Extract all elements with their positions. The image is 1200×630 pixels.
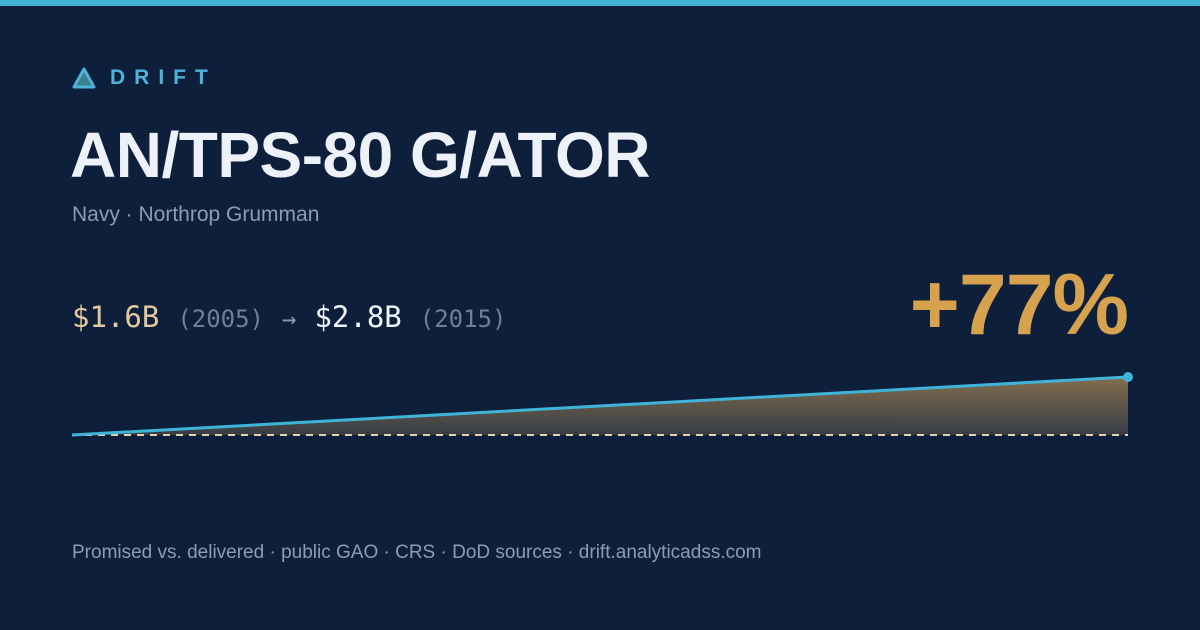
line <box>71 375 1129 437</box>
brand-logo <box>72 67 96 89</box>
end-year: (2015) <box>419 305 507 333</box>
value-summary: $1.6B (2005) → $2.8B (2015) <box>72 300 506 334</box>
footer: Promised vs. delivered · public GAO · CR… <box>72 542 762 563</box>
start-value: $1.6B <box>72 300 160 334</box>
subtitle: Navy · Northrop Grumman <box>72 203 320 226</box>
end-point <box>1123 372 1133 382</box>
arrow: → <box>282 305 297 333</box>
end-value: $2.8B <box>314 300 402 334</box>
start-year: (2005) <box>177 305 265 333</box>
brand: DRIFT <box>72 66 217 90</box>
brand-name: DRIFT <box>110 66 217 89</box>
change-percent: +77% <box>909 257 1129 353</box>
title: AN/TPS-80 G/ATOR <box>70 119 650 191</box>
top-bar <box>0 0 1200 6</box>
